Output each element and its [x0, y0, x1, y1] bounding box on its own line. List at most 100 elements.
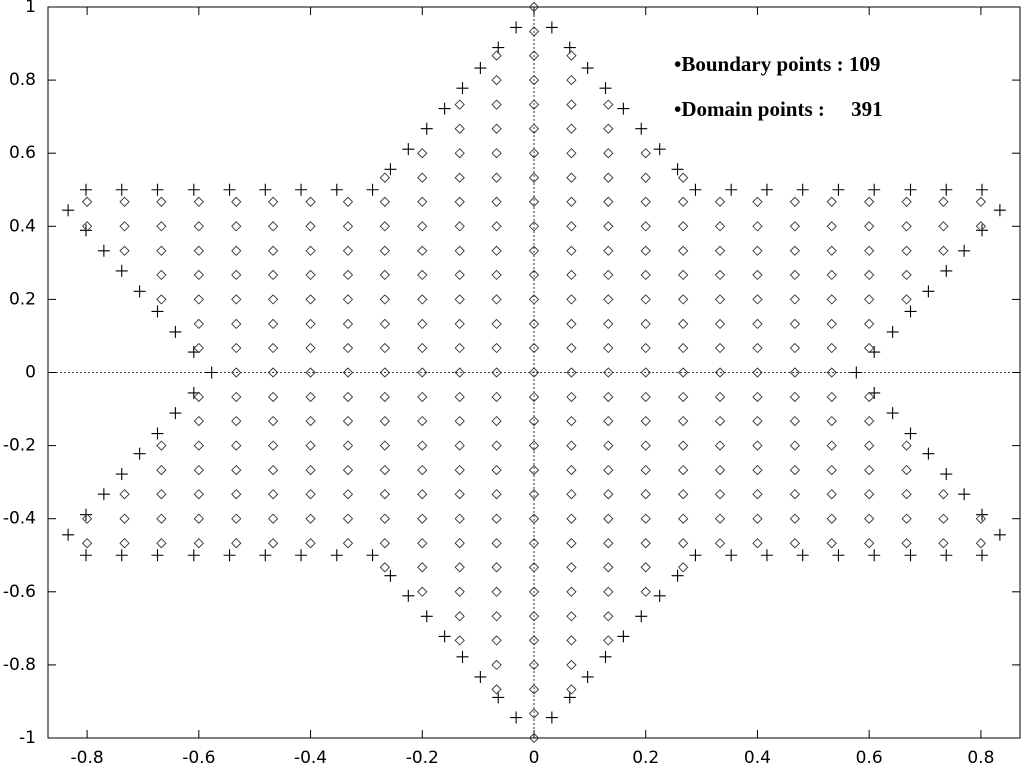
domain-point	[864, 538, 875, 549]
boundary-point	[223, 183, 236, 196]
domain-point	[267, 269, 279, 281]
domain-point	[864, 318, 875, 330]
x-tick-label: -0.8	[71, 748, 104, 768]
domain-point	[231, 489, 242, 500]
domain-point	[826, 221, 837, 232]
domain-point	[789, 318, 801, 330]
domain-point	[454, 148, 465, 159]
domain-point	[491, 659, 502, 671]
domain-point	[193, 294, 204, 305]
domain-point	[901, 489, 912, 500]
boundary-point	[169, 325, 182, 338]
domain-point	[678, 513, 689, 524]
domain-point	[379, 391, 390, 403]
boundary-point	[420, 122, 433, 135]
domain-point	[491, 489, 502, 500]
domain-point	[566, 172, 577, 183]
domain-point	[603, 391, 614, 403]
domain-point	[678, 440, 689, 451]
domain-point	[305, 489, 316, 500]
domain-point	[454, 269, 465, 281]
domain-point	[864, 415, 875, 427]
domain-point	[826, 513, 837, 524]
domain-point	[193, 440, 204, 451]
domain-point	[864, 269, 875, 281]
domain-point	[603, 123, 614, 134]
boundary-point	[115, 183, 128, 196]
y-tick-label: -0.8	[3, 655, 36, 675]
domain-point	[491, 123, 502, 134]
domain-point	[417, 538, 428, 549]
boundary-point	[133, 447, 146, 460]
domain-point	[267, 196, 279, 207]
domain-point	[826, 342, 837, 354]
domain-point	[454, 415, 465, 427]
boundary-point	[115, 264, 128, 277]
domain-point	[454, 391, 465, 403]
domain-point	[417, 294, 428, 305]
domain-point	[491, 269, 502, 281]
domain-point	[528, 50, 540, 61]
boundary-point	[832, 549, 845, 562]
domain-point	[417, 269, 428, 281]
domain-point	[267, 221, 279, 232]
domain-point	[528, 99, 540, 110]
boundary-point	[940, 183, 953, 196]
domain-point	[156, 269, 167, 281]
boundary-point	[366, 183, 379, 196]
domain-point	[305, 391, 316, 403]
domain-point	[193, 221, 204, 232]
domain-point	[156, 245, 167, 256]
domain-point	[267, 391, 279, 403]
domain-point	[789, 513, 801, 524]
domain-point	[603, 342, 614, 354]
domain-point	[789, 269, 801, 281]
annotation: •Domain points : 391	[674, 97, 883, 121]
domain-point	[789, 464, 801, 476]
domain-point	[603, 586, 614, 597]
domain-point	[714, 196, 726, 207]
domain-point	[566, 221, 577, 232]
domain-point	[267, 367, 279, 378]
domain-point	[640, 415, 651, 427]
domain-point	[417, 367, 428, 378]
domain-point	[379, 562, 390, 573]
domain-point	[305, 464, 316, 476]
domain-point	[528, 74, 540, 86]
domain-point	[454, 464, 465, 476]
domain-point	[342, 269, 354, 281]
domain-point	[528, 1, 540, 13]
domain-point	[864, 513, 875, 524]
annotation: •Boundary points : 109	[674, 52, 880, 76]
domain-point	[454, 318, 465, 330]
domain-point	[640, 148, 651, 159]
domain-point	[528, 172, 540, 183]
domain-point	[81, 221, 93, 232]
boundary-point	[635, 122, 648, 135]
domain-point	[491, 294, 502, 305]
domain-point	[342, 440, 354, 451]
domain-point	[305, 318, 316, 330]
domain-point	[678, 196, 689, 207]
domain-point	[305, 367, 316, 378]
x-tick-label: 0	[529, 748, 540, 768]
domain-point	[566, 269, 577, 281]
boundary-point	[151, 549, 164, 562]
domain-point	[938, 489, 949, 500]
domain-point	[901, 269, 912, 281]
boundary-point	[976, 549, 989, 562]
domain-point	[714, 342, 726, 354]
boundary-point	[420, 610, 433, 623]
domain-point	[752, 342, 763, 354]
domain-point	[566, 50, 577, 61]
boundary-point	[976, 183, 989, 196]
domain-point	[528, 367, 540, 378]
domain-point	[678, 294, 689, 305]
domain-point	[379, 538, 390, 549]
domain-point	[826, 464, 837, 476]
domain-point	[342, 538, 354, 549]
domain-point	[826, 318, 837, 330]
domain-point	[454, 635, 465, 646]
domain-point	[528, 538, 540, 549]
